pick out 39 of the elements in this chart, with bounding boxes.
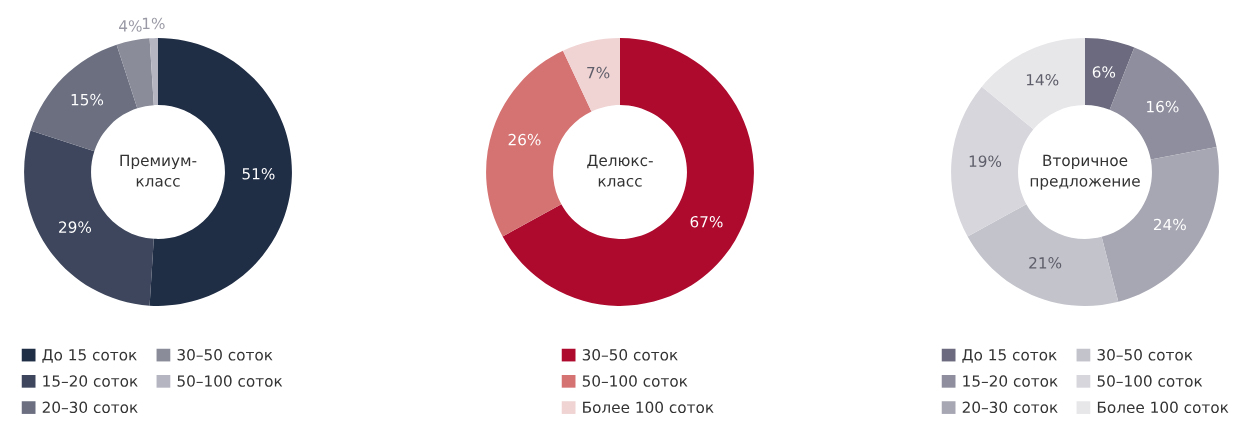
- donut-slice: [149, 38, 158, 106]
- donut-slice: [1085, 38, 1135, 110]
- donut-slice: [502, 38, 754, 306]
- legend-label: До 15 соток: [42, 349, 137, 363]
- legend-label: 15–20 соток: [963, 375, 1058, 387]
- text: Премиум- класс: [120, 154, 197, 187]
- legend-label: Более 100 соток: [583, 401, 714, 414]
- donut-slice: [981, 38, 1085, 130]
- text: Делюкс- класс: [587, 154, 653, 187]
- donut-slice: [30, 44, 138, 152]
- data-label: 6%: [1092, 66, 1116, 78]
- legend-label: Более 100 соток: [1097, 401, 1229, 414]
- data-label: 19%: [969, 155, 1002, 167]
- data-label: 67%: [690, 216, 723, 228]
- data-label: 21%: [1029, 257, 1062, 269]
- text: Вторичное предложение: [1030, 154, 1140, 190]
- legend-label: 20–30 соток: [42, 401, 138, 414]
- data-label: 4%: [119, 20, 142, 32]
- legend-label: 20–30 соток: [962, 401, 1058, 414]
- data-label: 29%: [59, 221, 92, 233]
- legend-label: 15–20 соток: [43, 375, 138, 387]
- data-label: 16%: [1147, 100, 1179, 113]
- legend-label: До 15 соток: [962, 349, 1057, 363]
- legend-label: 50–100 соток: [1097, 375, 1203, 387]
- data-label: 26%: [508, 133, 541, 146]
- legend-label: 30–50 соток: [1097, 349, 1193, 361]
- donut-slice: [967, 204, 1119, 306]
- legend-label: 30–50 соток: [582, 349, 678, 361]
- donut-slice: [116, 38, 154, 109]
- data-label: 1%: [142, 17, 165, 30]
- data-label: 7%: [587, 66, 610, 79]
- donut-slice: [562, 38, 620, 112]
- legend-label: 50–100 соток: [582, 375, 688, 387]
- legend-label: 50–100 соток: [177, 375, 283, 387]
- data-label: 51%: [242, 168, 275, 180]
- data-label: 24%: [1153, 218, 1186, 231]
- data-label: 15%: [71, 93, 104, 106]
- data-label: 14%: [1026, 73, 1059, 86]
- legend-label: 30–50 соток: [177, 349, 273, 361]
